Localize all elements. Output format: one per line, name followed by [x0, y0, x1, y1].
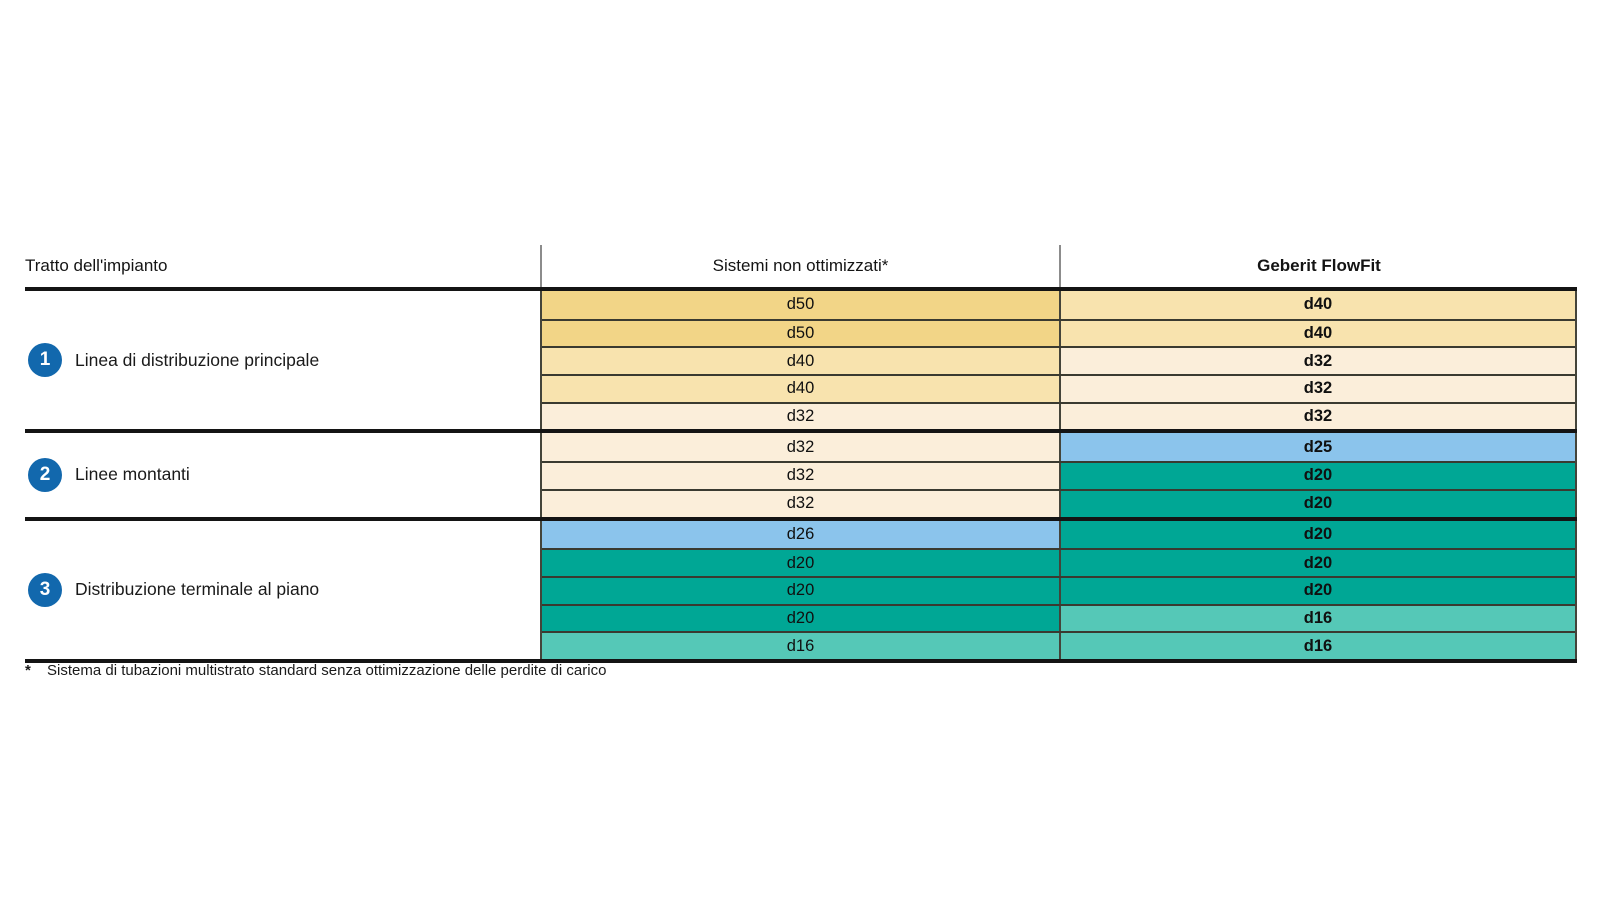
table-body: 1 Linea di distribuzione principale d50 d40… [25, 291, 1577, 663]
table-section-2: 2 Linee montanti d32 d25 d32 d20 d32 d20 [25, 429, 1577, 517]
cell-geberit-flowfit: d16 [1059, 605, 1575, 632]
table-row: d40 d32 [542, 374, 1575, 402]
table-row: d16 d16 [542, 631, 1575, 659]
cell-sistemi-non-ottimizzati: d40 [542, 376, 1059, 402]
table-row: d32 d20 [542, 488, 1575, 517]
section-number-badge: 2 [28, 457, 62, 492]
cell-sistemi-non-ottimizzati: d16 [542, 633, 1059, 659]
table-row: d20 d20 [542, 575, 1575, 604]
section-label: Distribuzione terminale al piano [75, 579, 320, 600]
cell-geberit-flowfit: d40 [1059, 320, 1575, 347]
cell-geberit-flowfit: d40 [1059, 291, 1575, 319]
table-section-3: 3 Distribuzione terminale al piano d26 d20 d… [25, 516, 1577, 659]
table-header-row: Tratto dell'impianto Sistemi non ottimiz… [25, 245, 1577, 291]
cell-geberit-flowfit: d32 [1059, 348, 1575, 375]
section-number-badge: 1 [28, 343, 62, 378]
cell-sistemi-non-ottimizzati: d50 [542, 320, 1059, 347]
table-row: d40 d32 [542, 346, 1575, 375]
section-label: Linea di distribuzione principale [75, 349, 320, 370]
column-header-geberit-flowfit: Geberit FlowFit [1059, 245, 1577, 287]
cell-sistemi-non-ottimizzati: d50 [542, 291, 1059, 319]
column-header-sistemi-non-ottimizzati: Sistemi non ottimizzati* [540, 245, 1059, 287]
table-row: d32 d25 [542, 433, 1575, 462]
table-row: d32 d20 [542, 461, 1575, 489]
cell-geberit-flowfit: d20 [1059, 520, 1575, 549]
cell-geberit-flowfit: d20 [1059, 490, 1575, 517]
cell-sistemi-non-ottimizzati: d32 [542, 463, 1059, 489]
cell-sistemi-non-ottimizzati: d20 [542, 605, 1059, 632]
section-label-cell: 3 Distribuzione terminale al piano [25, 520, 540, 659]
column-header-tratto: Tratto dell'impianto [25, 256, 168, 275]
cell-sistemi-non-ottimizzati: d20 [542, 550, 1059, 576]
table-row: d20 d16 [542, 603, 1575, 632]
section-rows: d32 d25 d32 d20 d32 d20 [540, 433, 1577, 517]
section-label-cell: 1 Linea di distribuzione principale [25, 291, 540, 430]
cell-geberit-flowfit: d16 [1059, 633, 1575, 659]
cell-sistemi-non-ottimizzati: d40 [542, 348, 1059, 375]
cell-sistemi-non-ottimizzati: d32 [542, 490, 1059, 517]
footnote-asterisk: * [25, 662, 31, 679]
diameter-comparison-table: Tratto dell'impianto Sistemi non ottimiz… [25, 245, 1577, 663]
table-row: d50 d40 [542, 318, 1575, 347]
cell-sistemi-non-ottimizzati: d26 [542, 520, 1059, 549]
table-section-1: 1 Linea di distribuzione principale d50 d40… [25, 291, 1577, 430]
table-row: d50 d40 [542, 291, 1575, 319]
table-row: d32 d32 [542, 401, 1575, 430]
cell-geberit-flowfit: d20 [1059, 463, 1575, 489]
cell-geberit-flowfit: d20 [1059, 577, 1575, 604]
section-label-cell: 2 Linee montanti [25, 433, 540, 517]
table-row: d26 d20 [542, 520, 1575, 549]
footnote: * Sistema di tubazioni multistrato stand… [25, 662, 606, 679]
cell-geberit-flowfit: d32 [1059, 403, 1575, 430]
table-row: d20 d20 [542, 548, 1575, 576]
section-rows: d50 d40 d50 d40 d40 d32 d40 d32 d32 d32 [540, 291, 1577, 430]
cell-geberit-flowfit: d25 [1059, 433, 1575, 462]
section-number-badge: 3 [28, 572, 62, 607]
cell-sistemi-non-ottimizzati: d32 [542, 433, 1059, 462]
cell-geberit-flowfit: d32 [1059, 376, 1575, 402]
section-label: Linee montanti [75, 464, 190, 485]
section-rows: d26 d20 d20 d20 d20 d20 d20 d16 d16 d16 [540, 520, 1577, 659]
footnote-text: Sistema di tubazioni multistrato standar… [47, 662, 607, 679]
cell-sistemi-non-ottimizzati: d32 [542, 403, 1059, 430]
cell-sistemi-non-ottimizzati: d20 [542, 577, 1059, 604]
cell-geberit-flowfit: d20 [1059, 550, 1575, 576]
